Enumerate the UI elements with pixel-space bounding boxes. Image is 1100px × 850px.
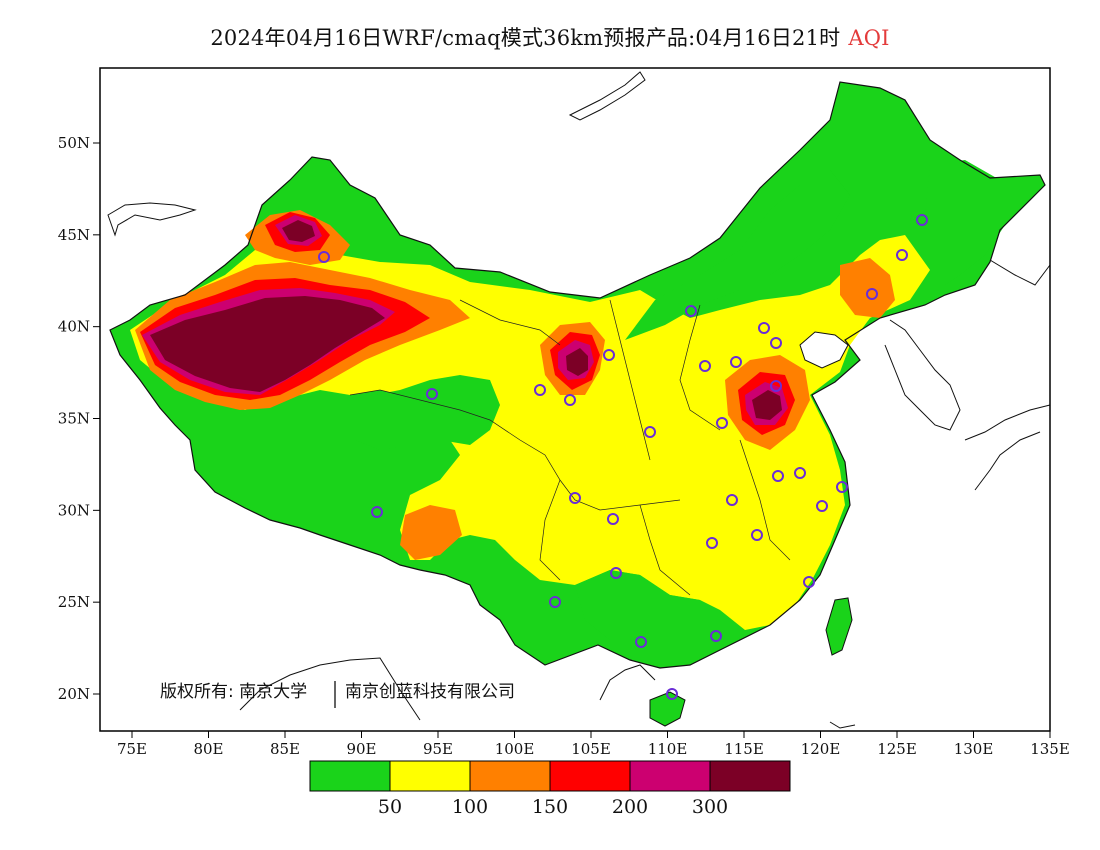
city-marker (794, 467, 806, 479)
colorbar-swatch (709, 760, 791, 792)
maroon-region-north-xj (282, 220, 315, 242)
city-marker (770, 337, 782, 349)
maroon-region-shaanxi (566, 348, 588, 376)
city-marker (318, 251, 330, 263)
map-layers (107, 71, 1051, 729)
x-tick-label: 75E (117, 740, 147, 758)
southeast-asia-outline (239, 657, 856, 729)
orange-region-northeast (840, 258, 895, 318)
colorbar-swatch (549, 760, 631, 792)
city-marker (916, 214, 928, 226)
x-tick-label: 80E (193, 740, 223, 758)
colorbar-swatch (389, 760, 471, 792)
city-marker (644, 426, 656, 438)
city-marker (610, 567, 622, 579)
x-tick-label: 85E (270, 740, 300, 758)
city-marker (866, 288, 878, 300)
city-marker (564, 394, 576, 406)
taiwan-island (825, 597, 853, 656)
y-tick-label: 25N (58, 593, 90, 611)
y-tick-label: 35N (58, 410, 90, 428)
colorbar-label: 100 (452, 796, 488, 818)
city-marker (772, 470, 784, 482)
city-marker (666, 688, 678, 700)
city-marker (603, 349, 615, 361)
green-patch-northeast (925, 160, 1040, 285)
city-marker (770, 380, 782, 392)
y-tick-label: 30N (58, 501, 90, 519)
green-patch-south (575, 570, 715, 660)
lake-baikal (568, 71, 646, 121)
maroon-region-tarim (150, 296, 385, 392)
city-marker (758, 322, 770, 334)
variable-label: AQI (848, 26, 890, 50)
x-tick-label: 115E (724, 740, 764, 758)
x-tick-label: 90E (346, 740, 376, 758)
city-marker (685, 305, 697, 317)
bohai-bay (799, 331, 849, 369)
title-text: 2024年04月16日WRF/cmaq模式36km预报产品:04月16日21时 (210, 26, 841, 50)
korea-outline (884, 319, 961, 431)
china-border (109, 81, 1046, 669)
green-patch-innermongolia (625, 170, 850, 340)
city-marker (816, 500, 828, 512)
y-tick-label: 20N (58, 685, 90, 703)
x-tick-label: 105E (571, 740, 611, 758)
city-marker (836, 481, 848, 493)
colorbar-label: 50 (378, 796, 402, 818)
colorbar-swatch (309, 760, 391, 792)
x-tick-label: 120E (801, 740, 841, 758)
copyright-owner-a: 版权所有: 南京大学 (160, 682, 307, 702)
x-axis: 75E 80E 85E 90E 95E 100E 105E 110E 115E 120E 125E 1… (117, 731, 1070, 758)
city-marker (751, 529, 763, 541)
city-marker (607, 513, 619, 525)
colorbar-swatch (469, 760, 551, 792)
caspian-sea (107, 202, 197, 237)
province-lines (349, 299, 791, 596)
colorbar-label: 150 (532, 796, 568, 818)
copyright-owner-b: 南京创蓝科技有限公司 (345, 682, 515, 702)
city-marker (706, 537, 718, 549)
x-tick-label: 110E (648, 740, 688, 758)
x-tick-label: 125E (877, 740, 917, 758)
x-tick-label: 95E (423, 740, 453, 758)
city-marker (726, 494, 738, 506)
colorbar: 50 100 150 200 300 (309, 760, 791, 818)
maroon-region-huabei (752, 390, 782, 420)
city-marker (426, 388, 438, 400)
y-tick-label: 50N (58, 134, 90, 152)
map-title: 2024年04月16日WRF/cmaq模式36km预报产品:04月16日21时 A… (0, 22, 1100, 52)
city-marker (730, 356, 742, 368)
city-marker (803, 576, 815, 588)
colorbar-label: 300 (692, 796, 728, 818)
x-tick-label: 130E (954, 740, 994, 758)
green-patch-tibet (350, 375, 500, 450)
city-marker (569, 492, 581, 504)
city-marker (534, 384, 546, 396)
city-marker (371, 506, 383, 518)
city-marker (635, 636, 647, 648)
city-marker (710, 630, 722, 642)
y-tick-label: 45N (58, 226, 90, 244)
map-frame (99, 67, 1051, 732)
city-markers (318, 214, 928, 700)
city-marker (699, 360, 711, 372)
colorbar-swatch (629, 760, 711, 792)
city-marker (896, 249, 908, 261)
japan-outline (964, 259, 1051, 491)
city-marker (549, 596, 561, 608)
city-marker (716, 417, 728, 429)
orange-region-sichuan (400, 505, 462, 560)
hainan-island (649, 691, 686, 727)
x-tick-label: 135E (1030, 740, 1070, 758)
x-tick-label: 100E (495, 740, 535, 758)
y-tick-label: 40N (58, 318, 90, 336)
colorbar-label: 200 (612, 796, 648, 818)
y-axis: 50N 45N 40N 35N 30N 25N 20N (58, 134, 100, 703)
